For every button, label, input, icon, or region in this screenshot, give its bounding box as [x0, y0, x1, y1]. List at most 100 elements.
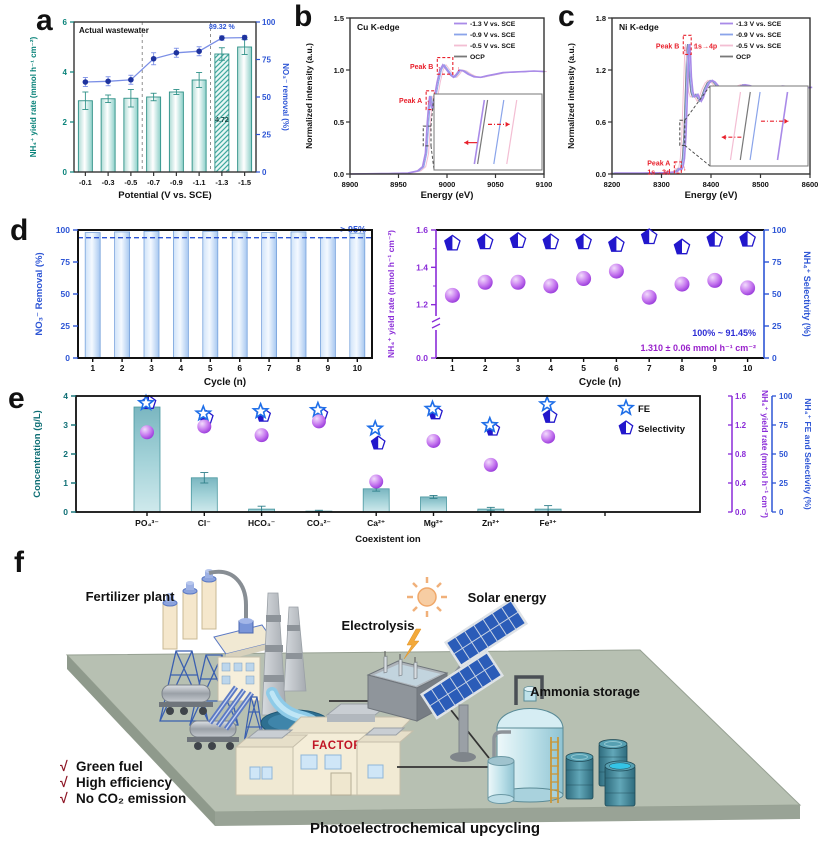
svg-text:0: 0 [779, 508, 784, 517]
svg-text:4.72: 4.72 [215, 117, 229, 124]
tank-ladder [550, 737, 559, 803]
svg-text:2: 2 [63, 118, 68, 127]
svg-text:7: 7 [267, 363, 272, 373]
svg-text:1.2: 1.2 [416, 300, 428, 310]
svg-text:100: 100 [262, 18, 276, 27]
label-solar-energy: Solar energy [468, 590, 548, 605]
svg-text:Selectivity: Selectivity [638, 424, 686, 435]
svg-text:NH₄⁺ Selectivity (%): NH₄⁺ Selectivity (%) [802, 251, 812, 337]
panel-label-f: f [14, 546, 24, 579]
svg-text:50: 50 [262, 93, 271, 102]
svg-text:25: 25 [61, 321, 71, 331]
chart-coexistent-ion: 0 1 2 3 4 PO₄³⁻ Cl⁻ HCO₃⁻ CO₃²⁻ Ca²⁺ Mg²⁺ Zn²⁺ Fe³⁺ C… [32, 390, 813, 545]
tanker-trucks [159, 684, 239, 750]
pipe-bundle [207, 685, 255, 731]
svg-text:50: 50 [772, 289, 782, 299]
svg-text:-0.9 V vs. SCE: -0.9 V vs. SCE [470, 32, 516, 39]
svg-text:Fe³⁺: Fe³⁺ [539, 518, 556, 528]
label-ammonia-storage: Ammonia storage [530, 684, 640, 699]
svg-text:Normalized intensity (a.u.): Normalized intensity (a.u.) [304, 43, 314, 149]
svg-text:Energy (eV): Energy (eV) [421, 190, 474, 201]
svg-text:75: 75 [262, 55, 271, 64]
svg-text:-1.3: -1.3 [215, 178, 228, 187]
svg-text:0: 0 [772, 353, 777, 363]
svg-text:4: 4 [63, 68, 68, 77]
svg-text:4: 4 [63, 391, 68, 401]
svg-text:4: 4 [179, 363, 184, 373]
svg-text:1.310 ± 0.06 mmol h⁻¹ cm⁻²: 1.310 ± 0.06 mmol h⁻¹ cm⁻² [641, 343, 756, 353]
svg-text:8200: 8200 [604, 180, 621, 189]
svg-text:PO₄³⁻: PO₄³⁻ [135, 518, 159, 528]
distillation-towers [162, 569, 217, 650]
svg-text:100: 100 [56, 225, 70, 235]
svg-text:-0.9: -0.9 [170, 178, 183, 187]
svg-text:HCO₃⁻: HCO₃⁻ [248, 518, 275, 528]
svg-text:2: 2 [63, 449, 68, 459]
check-icon: √ [60, 774, 68, 790]
svg-text:1s→4p: 1s→4p [694, 44, 717, 51]
checklist-item: No CO₂ emission [76, 791, 186, 806]
svg-text:9000: 9000 [439, 180, 456, 189]
lightning-icon [403, 628, 422, 660]
svg-text:25: 25 [772, 321, 782, 331]
svg-text:4: 4 [548, 363, 553, 373]
svg-text:75: 75 [61, 257, 71, 267]
svg-text:↑: ↑ [693, 43, 697, 50]
svg-text:-0.5 V vs. SCE: -0.5 V vs. SCE [736, 43, 782, 50]
svg-text:NO₃⁻ removal (%): NO₃⁻ removal (%) [281, 63, 290, 131]
storage-barrels [565, 739, 636, 807]
svg-text:8300: 8300 [653, 180, 670, 189]
svg-text:5: 5 [581, 363, 586, 373]
svg-text:-1.3 V vs. SCE: -1.3 V vs. SCE [736, 21, 782, 28]
svg-text:3: 3 [149, 363, 154, 373]
svg-text:0.0: 0.0 [596, 170, 606, 179]
svg-text:50: 50 [779, 450, 788, 459]
svg-text:NO₃⁻ Removal (%): NO₃⁻ Removal (%) [34, 252, 45, 335]
svg-text:Actual wastewater: Actual wastewater [79, 26, 149, 35]
svg-text:8: 8 [680, 363, 685, 373]
panel-label-d: d [10, 214, 29, 247]
checklist-item: Green fuel [76, 759, 143, 774]
collection-bucket [487, 730, 515, 804]
chart-potential-yield: 0 2 4 6 0 25 50 75 100 -0.1 -0.3 -0.5 -0.7 -0.9 -1.1 -1… [29, 18, 290, 201]
label-electrolysis: Electrolysis [342, 618, 415, 633]
svg-text:50: 50 [61, 289, 71, 299]
svg-text:Peak A: Peak A [399, 98, 422, 105]
svg-text:1.6: 1.6 [735, 392, 747, 401]
svg-text:Energy (eV): Energy (eV) [685, 190, 738, 201]
svg-text:8: 8 [296, 363, 301, 373]
svg-text:25: 25 [779, 479, 788, 488]
svg-text:1.0: 1.0 [334, 66, 344, 75]
svg-text:NH₄⁺ yield rate (mmol h⁻¹ cm⁻²: NH₄⁺ yield rate (mmol h⁻¹ cm⁻²) [760, 390, 770, 518]
svg-text:Cycle (n): Cycle (n) [204, 377, 246, 388]
figure-caption: Photoelectrochemical upcycling [310, 820, 540, 837]
svg-text:25: 25 [262, 130, 271, 139]
svg-text:9100: 9100 [536, 180, 552, 189]
svg-text:9: 9 [326, 363, 331, 373]
chart-cycle-yield-selectivity: 1.6 1.4 1.2 0.0 0 25 50 75 100 1 2 3 4 5 6 7 8 9 10 100% ~ … [386, 225, 812, 388]
svg-text:3: 3 [63, 420, 68, 430]
svg-text:-0.3: -0.3 [102, 178, 115, 187]
checklist-item: High efficiency [76, 775, 173, 790]
svg-text:9: 9 [712, 363, 717, 373]
svg-text:-0.5: -0.5 [124, 178, 137, 187]
svg-text:3: 3 [516, 363, 521, 373]
panel-label-a: a [36, 4, 53, 37]
svg-text:Mg²⁺: Mg²⁺ [424, 518, 444, 528]
svg-text:Coexistent ion: Coexistent ion [355, 534, 421, 545]
svg-text:Ca²⁺: Ca²⁺ [367, 518, 385, 528]
svg-text:75: 75 [772, 257, 782, 267]
svg-text:0.4: 0.4 [735, 479, 747, 488]
svg-text:8950: 8950 [390, 180, 407, 189]
svg-text:0.0: 0.0 [334, 170, 344, 179]
svg-text:8400: 8400 [703, 180, 720, 189]
svg-text:100: 100 [779, 392, 793, 401]
svg-text:OCP: OCP [736, 54, 751, 61]
panel-label-e: e [8, 382, 25, 415]
svg-text:6: 6 [63, 18, 68, 27]
svg-text:Potential (V vs. SCE): Potential (V vs. SCE) [118, 190, 211, 201]
svg-text:-0.5 V vs. SCE: -0.5 V vs. SCE [470, 43, 516, 50]
svg-text:10: 10 [743, 363, 753, 373]
svg-text:NH₄⁺ FE and Selectivity (%): NH₄⁺ FE and Selectivity (%) [803, 398, 813, 510]
